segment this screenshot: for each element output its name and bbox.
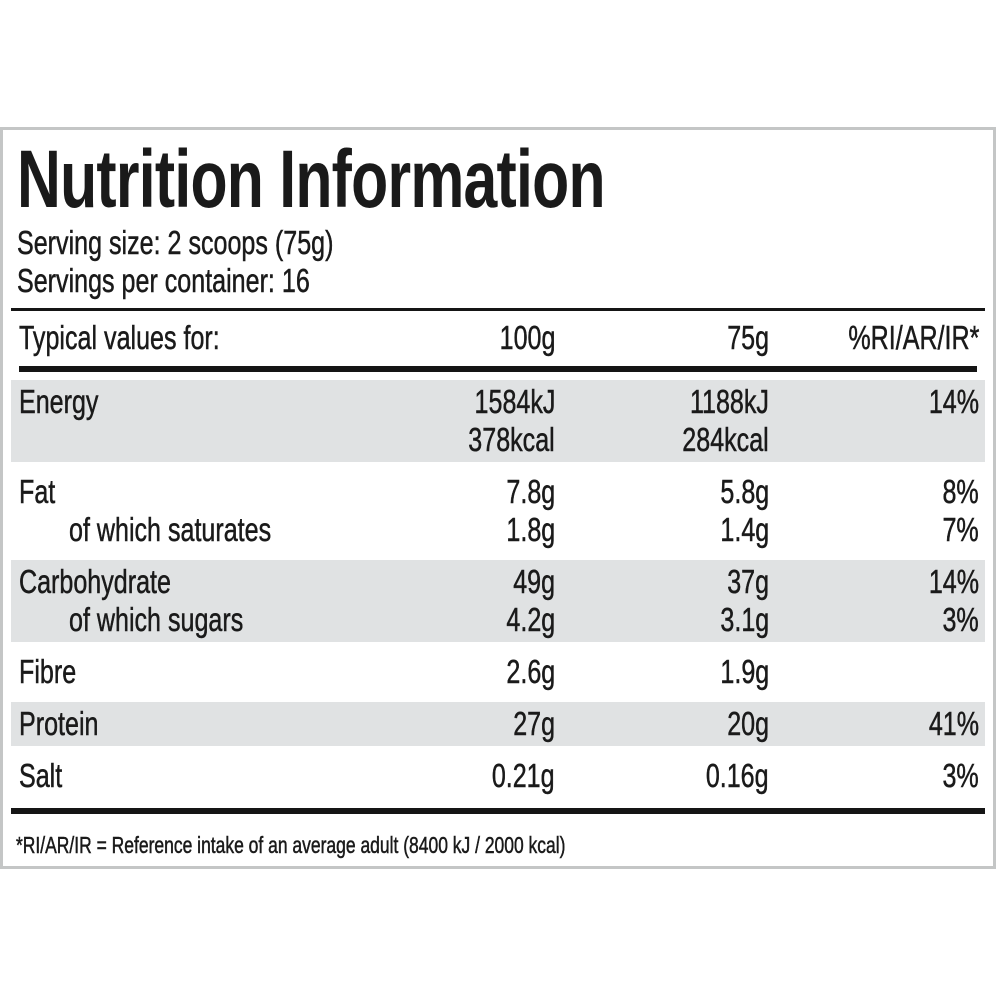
value-100g-cell: 2.6g <box>355 653 555 691</box>
value-100g-cell-text: 49g <box>513 563 555 601</box>
value-100g-cell: 49g <box>355 563 555 601</box>
value-100g-cell: 1584kJ 378kcal <box>355 383 555 459</box>
value-100g-cell-text: 7.8g <box>506 473 555 511</box>
table-group: Fibre 2.6g 1.9g <box>11 650 985 694</box>
ri-cell: 3% <box>769 601 980 639</box>
nutrient-label-cell: Fat <box>19 473 355 511</box>
ri-cell-text: 7% <box>942 511 980 549</box>
ri-cell: 8% <box>769 473 980 511</box>
table-group: Carbohydrate 49g 37g 14% of which sugars 4.2g… <box>11 560 985 642</box>
nutrient-label-cell-text: Fibre <box>19 653 77 691</box>
table-body: Energy 1584kJ 378kcal 1188kJ 284kcal 14% Fat 7.… <box>11 380 985 798</box>
value-100g-cell-text: 1.8g <box>506 511 555 549</box>
servings-per-container-line: Servings per container: 16 <box>17 262 310 300</box>
nutrient-label-cell: Fibre <box>19 653 355 691</box>
ri-cell: 7% <box>769 511 980 549</box>
value-75g-cell: 37g <box>555 563 769 601</box>
rule-above-footnote <box>11 808 985 814</box>
rule-below-header <box>19 366 977 372</box>
table-row: Salt 0.21g 0.16g 3% <box>19 757 979 795</box>
value-75g-cell-text: 0.16g <box>706 757 769 795</box>
nutrient-label-cell: of which saturates <box>19 511 355 549</box>
table-row: of which sugars 4.2g 3.1g 3% <box>19 601 979 639</box>
value-75g-cell-text: 1.9g <box>720 653 769 691</box>
ri-cell-text: 8% <box>942 473 980 511</box>
ri-cell-text: 14% <box>928 563 980 601</box>
header-typical-values: Typical values for: <box>19 319 220 357</box>
ri-cell-text: 14% <box>928 383 980 421</box>
nutrient-label-cell-text: of which saturates <box>69 511 272 549</box>
nutrient-label-cell-text: Carbohydrate <box>19 563 171 601</box>
value-75g-cell: 1188kJ 284kcal <box>555 383 769 459</box>
table-row: Energy 1584kJ 378kcal 1188kJ 284kcal 14% <box>19 383 979 459</box>
header-col-100g: 100g <box>499 319 555 357</box>
table-group: Salt 0.21g 0.16g 3% <box>11 754 985 798</box>
nutrient-label-cell-text: Salt <box>19 757 63 795</box>
table-row: of which saturates 1.8g 1.4g 7% <box>19 511 979 549</box>
value-75g-cell-text: 3.1g <box>720 601 769 639</box>
value-75g-cell: 3.1g <box>555 601 769 639</box>
nutrition-label-card: Nutrition Information Serving size: 2 sc… <box>0 127 996 869</box>
ri-cell: 3% <box>769 757 980 795</box>
ri-cell: 14% <box>769 563 980 601</box>
nutrition-table: Typical values for: 100g 75g %RI/AR/IR* … <box>11 311 985 798</box>
table-group: Protein 27g 20g 41% <box>11 702 985 746</box>
value-100g-cell-text: 2.6g <box>506 653 555 691</box>
header-col-75g: 75g <box>727 319 769 357</box>
value-75g-cell-text: 37g <box>727 563 769 601</box>
value-75g-cell: 0.16g <box>555 757 769 795</box>
value-100g-cell-text: 378kcal <box>468 421 555 459</box>
serving-size-line: Serving size: 2 scoops (75g) <box>17 224 334 262</box>
table-row: Fat 7.8g 5.8g 8% <box>19 473 979 511</box>
value-100g-cell: 4.2g <box>355 601 555 639</box>
table-group: Fat 7.8g 5.8g 8% of which saturates 1.8g 1.4g 7… <box>11 470 985 552</box>
value-75g-cell-text: 20g <box>727 705 769 743</box>
value-100g-cell-text: 0.21g <box>492 757 555 795</box>
value-100g-cell-text: 4.2g <box>506 601 555 639</box>
nutrient-label-cell: Energy <box>19 383 355 421</box>
nutrient-label-cell-text: Fat <box>19 473 56 511</box>
value-100g-cell-text: 27g <box>513 705 555 743</box>
table-row: Protein 27g 20g 41% <box>19 705 979 743</box>
footnote: *RI/AR/IR = Reference intake of an avera… <box>16 832 566 859</box>
table-row: Fibre 2.6g 1.9g <box>19 653 979 691</box>
value-75g-cell-text: 5.8g <box>720 473 769 511</box>
ri-cell-text: 41% <box>928 705 980 743</box>
value-75g-cell: 1.4g <box>555 511 769 549</box>
page-title: Nutrition Information <box>17 134 993 225</box>
value-75g-cell-text: 1188kJ <box>689 383 769 421</box>
ri-cell-text: 3% <box>942 757 980 795</box>
nutrient-label-cell-text: Energy <box>19 383 99 421</box>
ri-cell: 14% <box>769 383 980 421</box>
nutrient-label-cell: of which sugars <box>19 601 355 639</box>
table-header-row: Typical values for: 100g 75g %RI/AR/IR* <box>11 311 985 366</box>
value-100g-cell: 0.21g <box>355 757 555 795</box>
ri-cell-text: 3% <box>942 601 980 639</box>
value-75g-cell: 1.9g <box>555 653 769 691</box>
value-75g-cell: 5.8g <box>555 473 769 511</box>
ri-cell: 41% <box>769 705 980 743</box>
value-75g-cell-text: 1.4g <box>720 511 769 549</box>
table-row: Carbohydrate 49g 37g 14% <box>19 563 979 601</box>
value-75g-cell-text: 284kcal <box>682 421 769 459</box>
header-col-ri: %RI/AR/IR* <box>847 319 979 357</box>
nutrient-label-cell: Protein <box>19 705 355 743</box>
rule-above-header <box>11 308 985 311</box>
page-title-text: Nutrition Information <box>17 134 606 225</box>
nutrient-label-cell: Carbohydrate <box>19 563 355 601</box>
value-100g-cell-text: 1584kJ <box>474 383 555 421</box>
table-group: Energy 1584kJ 378kcal 1188kJ 284kcal 14% <box>11 380 985 462</box>
value-100g-cell: 1.8g <box>355 511 555 549</box>
nutrient-label-cell-text: of which sugars <box>69 601 244 639</box>
nutrient-label-cell: Salt <box>19 757 355 795</box>
nutrient-label-cell-text: Protein <box>19 705 99 743</box>
value-100g-cell: 27g <box>355 705 555 743</box>
value-100g-cell: 7.8g <box>355 473 555 511</box>
value-75g-cell: 20g <box>555 705 769 743</box>
